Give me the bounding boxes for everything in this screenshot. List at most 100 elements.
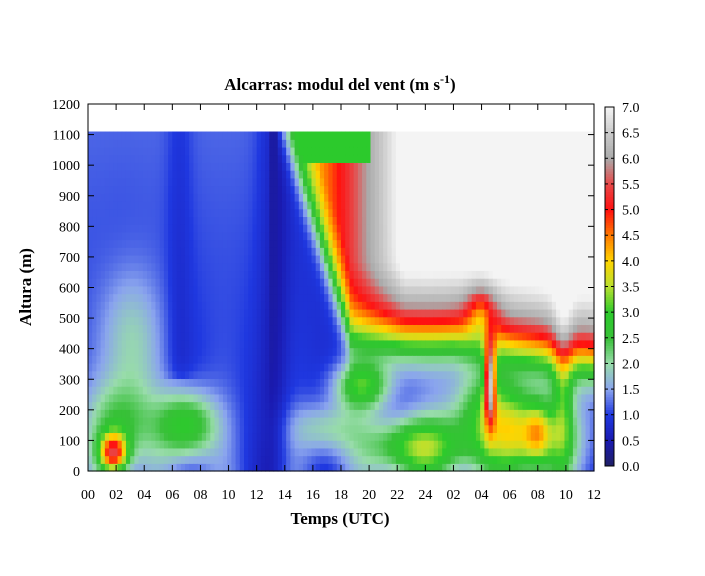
heatmap-cell xyxy=(311,324,317,333)
heatmap-cell xyxy=(492,200,498,210)
heatmap-cell xyxy=(290,216,296,225)
heatmap-cell xyxy=(459,308,464,318)
heatmap-cell xyxy=(290,355,296,364)
heatmap-cell xyxy=(104,139,110,148)
heatmap-cell xyxy=(319,262,325,272)
heatmap-cell xyxy=(551,185,557,194)
heatmap-cell xyxy=(362,278,367,287)
heatmap-cell xyxy=(408,224,414,233)
heatmap-cell xyxy=(222,285,228,295)
heatmap-cell xyxy=(412,270,418,279)
heatmap-cell xyxy=(497,347,502,356)
heatmap-cell xyxy=(467,131,473,140)
heatmap-cell xyxy=(256,262,262,272)
heatmap-cell xyxy=(168,247,173,256)
heatmap-cell xyxy=(459,146,464,156)
heatmap-cell xyxy=(488,278,494,287)
heatmap-cell xyxy=(522,332,528,341)
heatmap-cell xyxy=(437,378,443,387)
heatmap-cell xyxy=(467,455,473,464)
heatmap-cell xyxy=(378,316,384,326)
heatmap-cell xyxy=(155,316,161,326)
heatmap-cell xyxy=(543,270,549,279)
heatmap-cell xyxy=(294,386,300,395)
heatmap-cell xyxy=(518,455,523,464)
heatmap-cell xyxy=(362,154,367,163)
heatmap-cell xyxy=(273,378,279,387)
heatmap-cell xyxy=(265,177,270,187)
heatmap-cell xyxy=(480,185,485,194)
heatmap-cell xyxy=(467,208,473,217)
heatmap-cell xyxy=(298,401,304,410)
heatmap-cell xyxy=(286,239,291,248)
heatmap-cell xyxy=(425,455,431,464)
heatmap-cell xyxy=(353,216,359,225)
heatmap-cell xyxy=(547,177,553,187)
heatmap-cell xyxy=(336,162,342,171)
heatmap-cell xyxy=(290,239,296,248)
heatmap-cell xyxy=(244,301,249,310)
heatmap-cell xyxy=(429,239,435,248)
heatmap-cell xyxy=(341,278,346,287)
heatmap-cell xyxy=(125,362,131,372)
heatmap-cell xyxy=(130,162,135,171)
heatmap-cell xyxy=(429,154,435,163)
heatmap-cell xyxy=(281,416,287,426)
heatmap-cell xyxy=(509,316,515,326)
heatmap-cell xyxy=(543,154,549,163)
heatmap-cell xyxy=(400,193,405,202)
heatmap-cell xyxy=(231,247,237,256)
heatmap-cell xyxy=(252,455,258,464)
heatmap-cell xyxy=(265,131,270,140)
heatmap-cell xyxy=(269,332,275,341)
heatmap-cell xyxy=(193,393,199,403)
heatmap-cell xyxy=(349,170,355,179)
heatmap-cell xyxy=(543,424,549,434)
heatmap-cell xyxy=(501,308,507,318)
heatmap-cell xyxy=(134,208,140,217)
heatmap-cell xyxy=(180,393,186,403)
heatmap-cell xyxy=(117,447,123,457)
heatmap-cell xyxy=(412,332,418,341)
heatmap-cell xyxy=(100,293,106,302)
heatmap-cell xyxy=(374,308,380,318)
heatmap-cell xyxy=(231,170,237,179)
heatmap-cell xyxy=(100,386,106,395)
heatmap-cell xyxy=(518,216,523,225)
heatmap-cell xyxy=(248,301,254,310)
heatmap-cell xyxy=(378,200,384,210)
heatmap-cell xyxy=(345,386,351,395)
heatmap-cell xyxy=(497,200,502,210)
heatmap-cell xyxy=(96,162,102,171)
heatmap-cell xyxy=(184,355,190,364)
heatmap-cell xyxy=(214,316,220,326)
heatmap-cell xyxy=(100,208,106,217)
heatmap-cell xyxy=(117,308,123,318)
heatmap-cell xyxy=(273,316,279,326)
heatmap-cell xyxy=(475,247,481,256)
heatmap-cell xyxy=(168,316,173,326)
heatmap-cell xyxy=(387,216,393,225)
heatmap-cell xyxy=(180,347,186,356)
heatmap-cell xyxy=(113,247,119,256)
heatmap-cell xyxy=(433,316,439,326)
heatmap-cell xyxy=(480,393,485,403)
heatmap-cell xyxy=(311,262,317,272)
heatmap-cell xyxy=(471,208,477,217)
heatmap-cell xyxy=(172,185,178,194)
heatmap-cell xyxy=(277,339,283,349)
heatmap-cell xyxy=(290,278,296,287)
heatmap-cell xyxy=(176,139,182,148)
heatmap-cell xyxy=(311,224,317,233)
heatmap-cell xyxy=(168,362,173,372)
heatmap-cell xyxy=(151,170,157,179)
heatmap-cell xyxy=(526,416,532,426)
heatmap-cell xyxy=(248,139,254,148)
heatmap-cell xyxy=(244,440,249,449)
heatmap-cell xyxy=(332,224,338,233)
heatmap-cell xyxy=(151,224,157,233)
heatmap-cell xyxy=(176,146,182,156)
heatmap-cell xyxy=(564,386,570,395)
heatmap-cell xyxy=(518,432,523,441)
heatmap-cell xyxy=(539,193,544,202)
